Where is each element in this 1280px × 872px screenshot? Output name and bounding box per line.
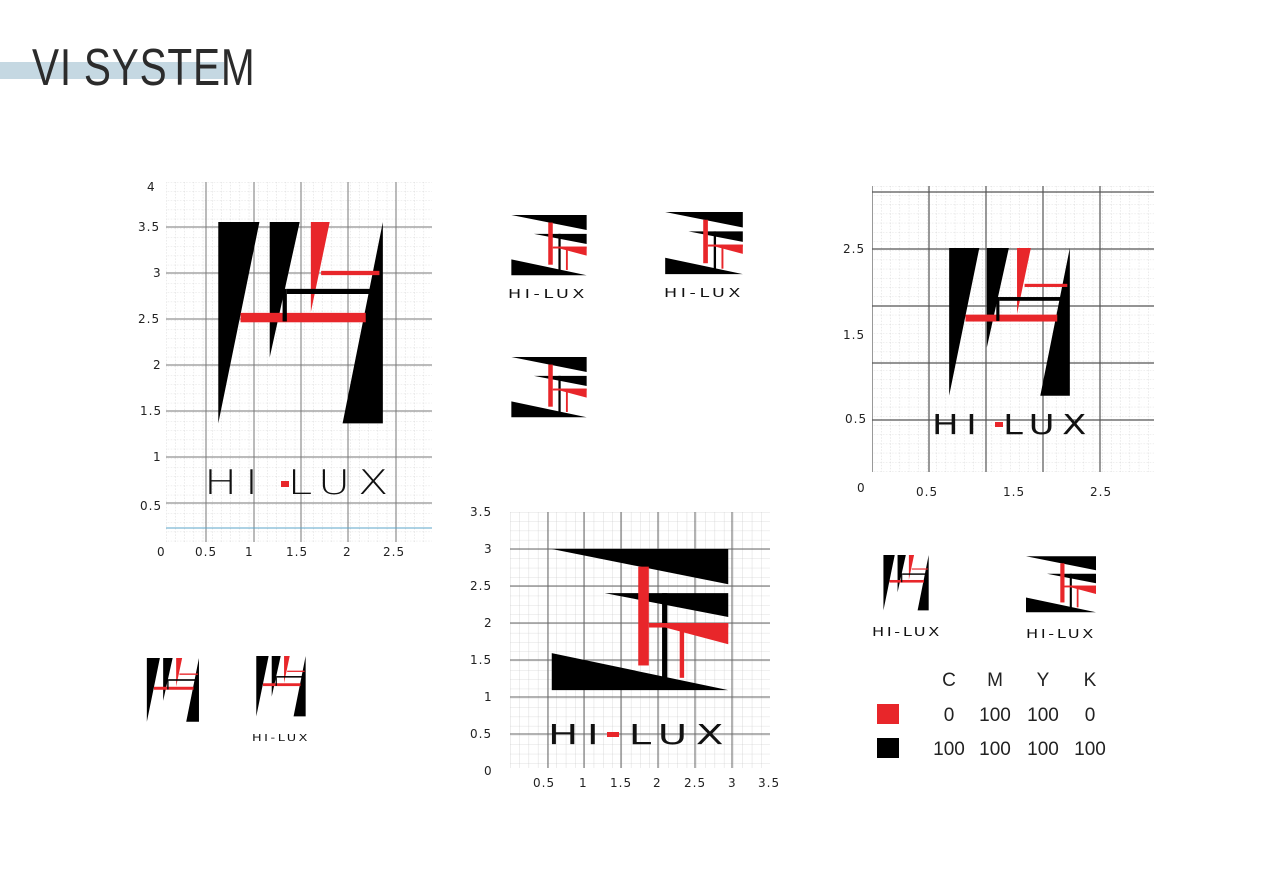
cmyk-header-c: C bbox=[942, 670, 956, 691]
grid-b-x-tick: 3.5 bbox=[758, 776, 781, 790]
grid-a-x-tick: 1.5 bbox=[286, 545, 309, 559]
grid-a: HI LUX bbox=[166, 182, 432, 542]
logo-horizontal-small-2 bbox=[665, 212, 743, 275]
logo-vertical-small-3 bbox=[883, 555, 929, 611]
grid-a-y-tick: 1 bbox=[153, 450, 162, 464]
grid-b-x-tick: 1.5 bbox=[610, 776, 633, 790]
page-title: VI SYSTEM bbox=[32, 39, 256, 97]
grid-b: HI LUX bbox=[510, 512, 770, 768]
svg-text:HI LUX: HI LUX bbox=[204, 463, 396, 503]
cmyk-red-m: 100 bbox=[979, 705, 1011, 726]
wordmark-a: HI LUX bbox=[204, 463, 396, 503]
grid-c-y-tick: 2.5 bbox=[843, 242, 866, 256]
cmyk-red-c: 0 bbox=[943, 705, 955, 726]
grid-a-x-tick: 2.5 bbox=[383, 545, 406, 559]
logo-vertical-small-1 bbox=[146, 658, 199, 722]
grid-b-y-tick: 3.5 bbox=[470, 505, 493, 519]
grid-b-x-tick: 0.5 bbox=[533, 776, 556, 790]
cmyk-red-y: 100 bbox=[1027, 705, 1059, 726]
grid-a-x-tick: 0 bbox=[157, 545, 166, 559]
grid-a-x-tick: 2 bbox=[343, 545, 352, 559]
title-band bbox=[0, 62, 224, 79]
svg-text:HI-LUX: HI-LUX bbox=[1026, 627, 1096, 640]
grid-c-y-tick: 0.5 bbox=[845, 412, 868, 426]
grid-c-y-tick: 1.5 bbox=[843, 328, 866, 342]
wordmark-c: HI LUX bbox=[932, 408, 1094, 441]
grid-c: HI LUX bbox=[872, 186, 1154, 472]
svg-text:HI-LUX: HI-LUX bbox=[872, 625, 942, 638]
wordmark-small-1: HI-LUX bbox=[508, 286, 590, 305]
grid-b-y-tick: 2.5 bbox=[470, 579, 493, 593]
grid-a-y-tick: 0.5 bbox=[140, 499, 163, 513]
grid-a-y-tick: 2.5 bbox=[138, 312, 161, 326]
grid-c-x-tick: 2.5 bbox=[1090, 485, 1113, 499]
swatch-red bbox=[877, 704, 899, 724]
svg-text:HI-LUX: HI-LUX bbox=[664, 286, 744, 299]
grid-a-x-tick: 1 bbox=[245, 545, 254, 559]
grid-a-y-tick: 1.5 bbox=[140, 404, 163, 418]
svg-text:HI-LUX: HI-LUX bbox=[252, 733, 310, 743]
grid-c-x-tick: 1.5 bbox=[1003, 485, 1026, 499]
logo-vertical-small-2 bbox=[256, 656, 306, 717]
cmyk-header-m: M bbox=[987, 670, 1003, 691]
cmyk-header-k: K bbox=[1083, 670, 1097, 691]
cmyk-red-k: 0 bbox=[1084, 705, 1096, 726]
grid-b-x-tick: 2 bbox=[653, 776, 662, 790]
cmyk-black-y: 100 bbox=[1027, 739, 1059, 760]
grid-b-y-tick: 1.5 bbox=[470, 653, 493, 667]
grid-b-x-tick: 1 bbox=[579, 776, 588, 790]
cmyk-black-k: 100 bbox=[1074, 739, 1106, 760]
svg-text:HI LUX: HI LUX bbox=[932, 408, 1094, 441]
wordmark-b: HI LUX bbox=[548, 718, 732, 751]
grid-b-x-tick: 3 bbox=[728, 776, 737, 790]
logo-horizontal-small-1 bbox=[511, 215, 587, 276]
svg-text:HI-LUX: HI-LUX bbox=[508, 287, 588, 300]
svg-text:HI LUX: HI LUX bbox=[548, 718, 732, 751]
wordmark-small-4: HI-LUX bbox=[252, 730, 314, 748]
grid-a-y-tick: 2 bbox=[153, 358, 162, 372]
wordmark-small-6: HI-LUX bbox=[1026, 626, 1098, 645]
grid-b-y-tick: 2 bbox=[484, 616, 493, 630]
grid-a-y-tick: 3 bbox=[153, 266, 162, 280]
swatch-black bbox=[877, 738, 899, 758]
cmyk-black-c: 100 bbox=[933, 739, 965, 760]
cmyk-black-m: 100 bbox=[979, 739, 1011, 760]
grid-c-x-tick: 0.5 bbox=[916, 485, 939, 499]
grid-a-y-tick: 4 bbox=[147, 180, 156, 194]
grid-b-y-tick: 3 bbox=[484, 542, 493, 556]
grid-c-x-tick: 0 bbox=[857, 481, 866, 495]
logo-horizontal-small-4 bbox=[1026, 556, 1096, 613]
grid-b-y-tick: 0.5 bbox=[470, 727, 493, 741]
grid-b-y-tick: 1 bbox=[484, 690, 493, 704]
grid-a-y-tick: 3.5 bbox=[138, 220, 161, 234]
grid-a-x-tick: 0.5 bbox=[195, 545, 218, 559]
cmyk-header-y: Y bbox=[1036, 670, 1050, 691]
wordmark-small-2: HI-LUX bbox=[664, 285, 746, 304]
grid-b-y-tick: 0 bbox=[484, 764, 493, 778]
logo-horizontal-small-3 bbox=[511, 357, 587, 418]
grid-b-x-tick: 2.5 bbox=[684, 776, 707, 790]
wordmark-small-5: HI-LUX bbox=[872, 624, 944, 643]
